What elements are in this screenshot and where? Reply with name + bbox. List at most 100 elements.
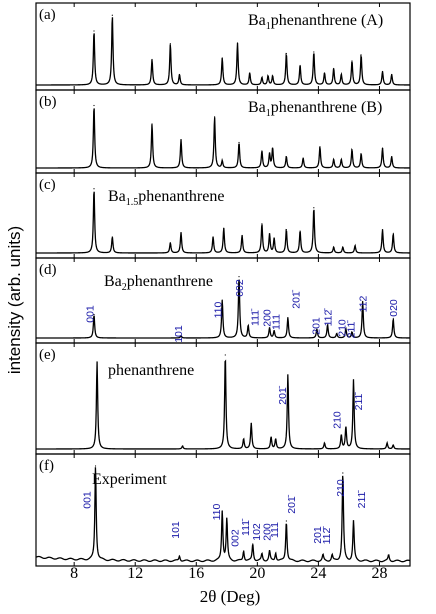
peak-markers: [93, 14, 393, 79]
hkl-label: 201̄: [286, 494, 298, 514]
hkl-label: 002: [229, 529, 241, 547]
panel-b: (b) Ba1phenanthrene (B): [35, 89, 411, 174]
title-rest: phenanthrene (A): [271, 12, 383, 29]
peak-point: [275, 438, 277, 440]
peak-point: [352, 520, 355, 522]
panel-letter: (e): [39, 347, 56, 363]
peak-point: [299, 64, 301, 67]
peak-point: [268, 550, 271, 552]
peak-point: [285, 520, 287, 522]
peak-point: [354, 245, 356, 247]
peak-point: [340, 158, 342, 161]
peak-point: [275, 552, 277, 554]
x-tick-label: 24: [310, 565, 326, 582]
peak-point: [247, 324, 249, 327]
peak-point: [342, 472, 344, 474]
panel-title: Ba1.5phenanthrene: [108, 188, 224, 208]
hkl-label: 111: [269, 522, 281, 538]
peak-point: [381, 70, 384, 73]
x-tick-label: 16: [188, 565, 204, 582]
hkl-label: 201̄: [277, 385, 289, 405]
peak-point: [180, 231, 182, 234]
peak-point: [323, 72, 326, 74]
panel-letter: (d): [39, 262, 57, 278]
title-subscript: 2: [122, 282, 127, 293]
title-subscript: 1.5: [126, 197, 139, 208]
panels: (a) Ba1phenanthrene (A)(b) Ba1phenanthrene…: [35, 2, 411, 567]
peak-point: [340, 434, 342, 436]
peak-point: [221, 57, 223, 59]
title-main: phenanthrene: [108, 362, 194, 379]
peak-point: [285, 52, 287, 55]
peak-point: [169, 242, 171, 244]
peak-point: [270, 436, 272, 438]
hkl-label: 200: [262, 309, 274, 327]
panel-frame: [35, 453, 411, 567]
peak-point: [287, 374, 289, 376]
pattern-line: [36, 17, 410, 86]
panel-e: (e) phenanthrene 201̄ 210 211̄: [35, 342, 411, 455]
peak-point: [381, 147, 384, 149]
peak-point: [221, 510, 223, 512]
panel-letter: (f): [39, 458, 54, 474]
peak-point: [223, 227, 225, 229]
y-axis-label: intensity (arb. units): [5, 226, 24, 374]
x-axis: 8 12 16 20 24 28: [70, 565, 387, 582]
x-tick-label: 28: [371, 565, 387, 582]
peak-point: [302, 157, 304, 159]
hkl-label: 111̄: [249, 308, 261, 326]
peak-point: [93, 314, 95, 316]
peak-point: [93, 30, 95, 32]
peak-point: [111, 14, 113, 16]
title-main: Ba: [104, 273, 122, 290]
peak-point: [360, 54, 362, 56]
hkl-label: 101: [173, 325, 185, 343]
hkl-label: 210: [336, 319, 348, 337]
title-main: Ba: [248, 12, 266, 29]
peak-point: [333, 67, 335, 70]
peak-point: [272, 147, 274, 149]
peak-point: [268, 327, 271, 329]
peak-point: [224, 354, 226, 356]
hkl-label: 210: [332, 411, 344, 429]
peak-point: [151, 58, 153, 61]
panel-ticks: [73, 454, 380, 566]
hkl-label: 111̄: [240, 518, 252, 536]
peak-point: [313, 207, 315, 209]
peak-point: [214, 116, 216, 118]
hkl-label: 110: [211, 503, 223, 520]
hkl-label: 112̄: [323, 308, 335, 327]
peak-point: [238, 141, 240, 144]
hkl-labels: 201̄ 210 211̄: [277, 385, 365, 429]
title-main: Ba: [248, 99, 266, 116]
panel-title: phenanthrene: [108, 362, 194, 379]
peak-point: [351, 331, 353, 333]
peak-markers: [93, 104, 393, 162]
title-rest: phenanthrene: [138, 188, 224, 205]
x-tick-label: 8: [70, 565, 78, 582]
pattern-line: [36, 359, 410, 450]
peak-point: [169, 43, 171, 45]
hkl-label: 020: [388, 299, 400, 317]
panel-letter: (c): [39, 177, 56, 193]
peak-point: [180, 335, 182, 337]
panel-ticks: [73, 90, 380, 173]
hkl-label: 001: [84, 305, 96, 323]
hkl-label: 201: [312, 526, 324, 544]
peak-point: [360, 153, 362, 155]
title-rest: phenanthrene: [127, 273, 213, 290]
panel-title: Ba1phenanthrene (A): [248, 12, 383, 32]
hkl-label: 201: [310, 317, 322, 335]
peak-point: [261, 76, 263, 79]
hkl-label: 211̄: [356, 490, 368, 509]
peak-point: [391, 156, 393, 158]
peak-point: [267, 75, 269, 77]
peak-point: [386, 442, 388, 444]
peak-point: [333, 246, 335, 248]
peak-point: [351, 60, 353, 62]
peak-point: [226, 518, 228, 520]
peak-point: [362, 300, 364, 303]
